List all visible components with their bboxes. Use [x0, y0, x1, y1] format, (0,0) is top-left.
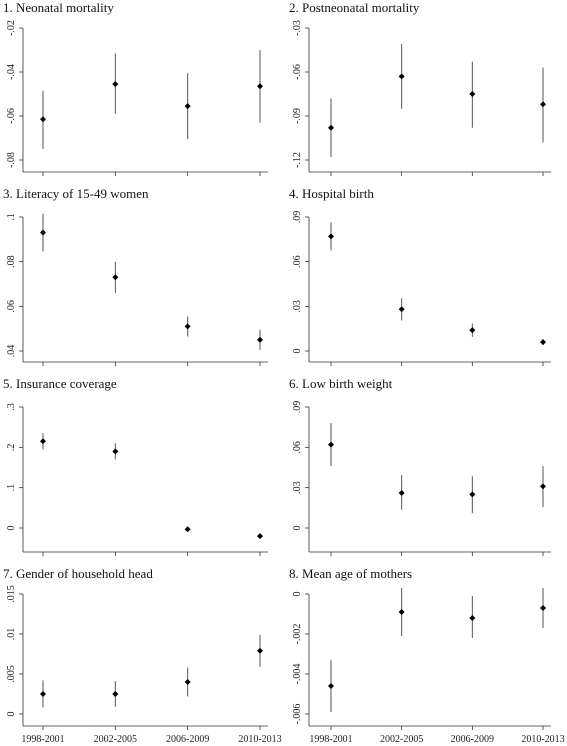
- panel-title: 5. Insurance coverage: [3, 376, 117, 391]
- point-estimate: [184, 679, 191, 685]
- y-tick-label: .06: [6, 300, 17, 313]
- chart-panel-3: 3. Literacy of 15-49 women .04 .06 .08 .1: [3, 186, 268, 366]
- y-tick-label: .1: [6, 213, 17, 221]
- panel-title: 8. Mean age of mothers: [289, 566, 412, 581]
- point-estimate: [112, 691, 119, 697]
- panel-title: 2. Postneonatal mortality: [289, 0, 420, 15]
- y-tick-label: -.03: [292, 20, 303, 36]
- chart-panel-5: 5. Insurance coverage 0 .1 .2 .3: [3, 376, 268, 556]
- point-estimate: [469, 91, 476, 97]
- y-tick-label: -.09: [292, 108, 303, 124]
- point-estimate: [184, 323, 191, 330]
- point-estimate: [540, 101, 546, 108]
- x-tick-label: 2006-2009: [451, 734, 494, 745]
- point-estimate: [328, 441, 334, 448]
- chart-panel-2: 2. Postneonatal mortality -.12 -.09 -.06 -.0…: [289, 0, 551, 176]
- point-estimate: [328, 233, 334, 240]
- y-tick-label: .09: [292, 401, 303, 414]
- point-estimate: [184, 103, 191, 110]
- point-estimate: [257, 533, 263, 540]
- point-estimate: [40, 438, 46, 445]
- chart-panel-8: 8. Mean age of mothers -.006 -.004 -.002 0 19…: [289, 566, 565, 745]
- y-tick-label: .09: [292, 211, 303, 224]
- point-estimate: [398, 609, 405, 615]
- y-tick-label: .06: [292, 441, 303, 454]
- point-estimate: [184, 526, 191, 533]
- panel-title: 4. Hospital birth: [289, 186, 374, 201]
- y-tick-label: 0: [292, 349, 303, 354]
- x-tick-label: 2006-2009: [166, 734, 209, 745]
- x-tick-label: 1998-2001: [309, 734, 352, 745]
- y-tick-label: -.04: [6, 64, 17, 80]
- y-tick-label: 0: [292, 526, 303, 531]
- y-tick-label: 0: [292, 592, 303, 597]
- y-tick-label: -.08: [6, 152, 17, 168]
- x-tick-label: 2002-2005: [94, 734, 137, 745]
- y-tick-label: -.002: [292, 624, 303, 645]
- point-estimate: [469, 491, 476, 498]
- y-tick-label: .03: [292, 300, 303, 313]
- y-tick-label: .06: [292, 255, 303, 268]
- y-tick-label: 0: [6, 712, 17, 717]
- x-tick-label: 2002-2005: [380, 734, 423, 745]
- y-tick-label: -.06: [6, 108, 17, 124]
- y-tick-label: .2: [6, 444, 17, 452]
- point-estimate: [328, 124, 334, 131]
- point-estimate: [112, 274, 119, 281]
- chart-panel-4: 4. Hospital birth 0 .03 .06 .09: [289, 186, 551, 366]
- y-tick-label: .015: [6, 585, 17, 603]
- y-tick-label: .01: [6, 628, 17, 641]
- y-tick-label: .08: [6, 255, 17, 268]
- point-estimate: [398, 306, 405, 313]
- point-estimate: [540, 605, 546, 611]
- point-estimate: [112, 448, 119, 455]
- point-estimate: [469, 327, 476, 334]
- x-tick-label: 1998-2001: [21, 734, 64, 745]
- chart-panel-7: 7. Gender of household head 0 .005 .01 .015 1…: [3, 566, 282, 745]
- point-estimate: [540, 483, 546, 490]
- point-estimate: [540, 339, 546, 346]
- panel-title: 6. Low birth weight: [289, 376, 393, 391]
- point-estimate: [398, 73, 405, 80]
- y-tick-label: -.12: [292, 152, 303, 168]
- point-estimate: [257, 647, 263, 654]
- point-estimate: [257, 336, 263, 343]
- x-tick-label: 2010-2013: [238, 734, 281, 745]
- point-estimate: [40, 691, 46, 697]
- point-estimate: [328, 683, 334, 689]
- chart-panel-6: 6. Low birth weight 0 .03 .06 .09: [289, 376, 551, 556]
- point-estimate: [40, 229, 46, 236]
- y-tick-label: 0: [6, 526, 17, 531]
- panel-title: 1. Neonatal mortality: [3, 0, 114, 15]
- point-estimate: [112, 81, 119, 88]
- x-tick-label: 2010-2013: [521, 734, 564, 745]
- point-estimate: [257, 83, 263, 90]
- point-estimate: [398, 490, 405, 497]
- y-tick-label: .005: [6, 665, 17, 683]
- chart-panel-1: 1. Neonatal mortality -.08 -.06 -.04 -.02: [3, 0, 268, 176]
- panel-title: 7. Gender of household head: [3, 566, 153, 581]
- y-tick-label: -.006: [292, 704, 303, 725]
- y-tick-label: .3: [6, 403, 17, 411]
- y-tick-label: .04: [6, 345, 17, 358]
- point-estimate: [469, 615, 476, 621]
- y-tick-label: -.02: [6, 20, 17, 36]
- point-estimate: [40, 116, 46, 123]
- y-tick-label: .03: [292, 481, 303, 494]
- y-tick-label: -.06: [292, 64, 303, 80]
- y-tick-label: -.004: [292, 664, 303, 685]
- panel-title: 3. Literacy of 15-49 women: [3, 186, 149, 201]
- y-tick-label: .1: [6, 484, 17, 492]
